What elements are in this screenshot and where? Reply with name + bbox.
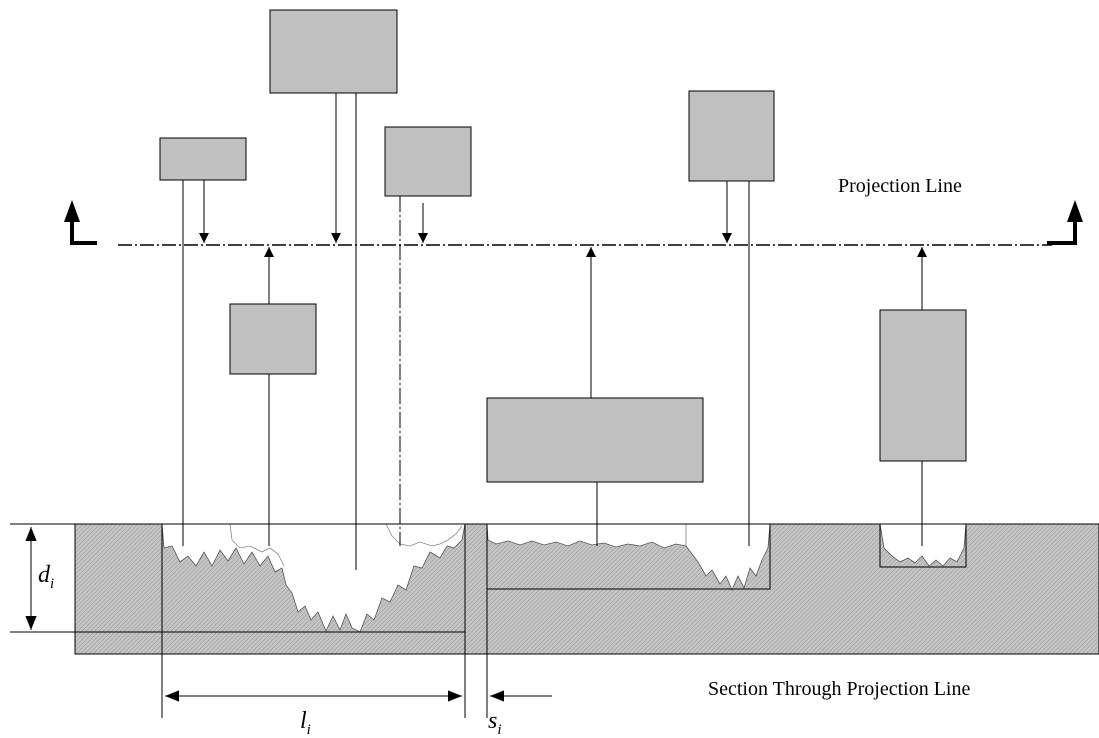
section-sub-outlines xyxy=(229,523,687,567)
section-flaw-2 xyxy=(486,523,771,592)
projection-arrows xyxy=(199,93,927,398)
length-label: li xyxy=(300,708,311,738)
section-marker-left xyxy=(64,200,97,245)
flaw-rect-1 xyxy=(159,137,247,181)
flaw-rect-7 xyxy=(879,309,967,462)
depth-label: di xyxy=(38,562,54,592)
length-label-base: l xyxy=(300,708,307,734)
projection-line-label: Projection Line xyxy=(838,175,962,197)
flaw-rect-4 xyxy=(688,90,775,182)
section-label: Section Through Projection Line xyxy=(708,678,970,700)
depth-label-sub: i xyxy=(50,576,54,592)
length-dimension xyxy=(161,632,466,718)
spacing-label-sub: i xyxy=(497,722,501,738)
flaw-rect-5 xyxy=(229,303,317,375)
section-flaw-1 xyxy=(161,523,466,633)
flaw-rect-3 xyxy=(384,126,472,197)
length-label-sub: i xyxy=(307,722,311,738)
spacing-label: si xyxy=(488,708,502,738)
flaw-rect-6 xyxy=(486,397,704,483)
flaw-rect-2 xyxy=(269,9,398,94)
spacing-label-base: s xyxy=(488,708,497,734)
section-flaw-3 xyxy=(879,523,967,567)
drop-lines xyxy=(182,93,923,570)
section-marker-right xyxy=(1047,200,1083,245)
depth-label-base: d xyxy=(38,562,51,588)
depth-dimension xyxy=(10,523,465,633)
spacing-dimension xyxy=(486,524,552,718)
